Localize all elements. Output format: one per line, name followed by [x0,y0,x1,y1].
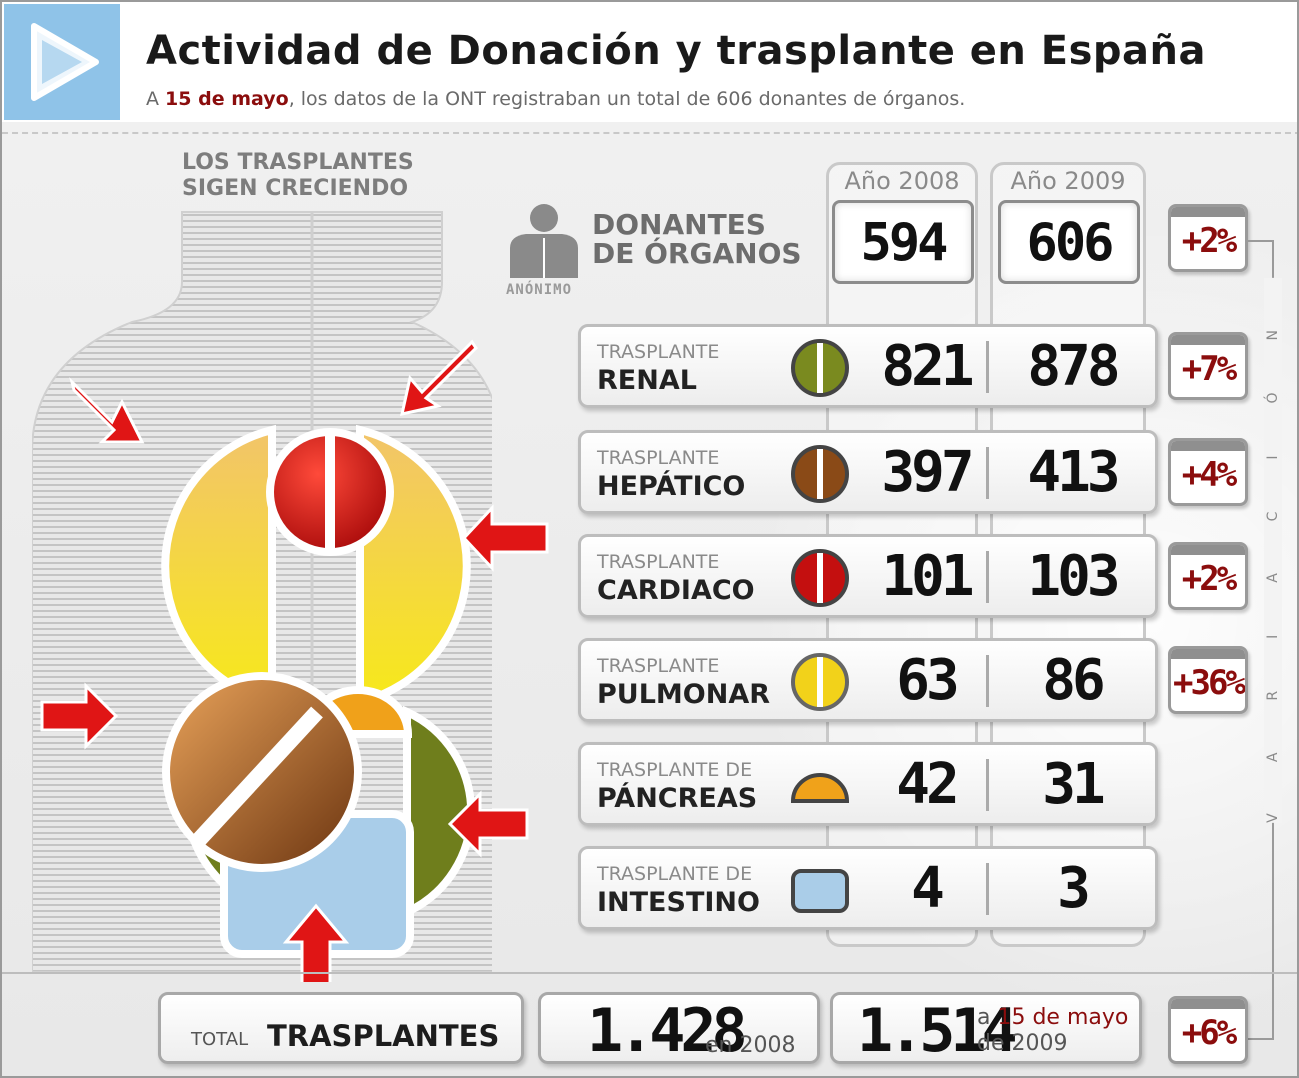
subtitle-rest: , los datos de la ONT registraban un tot… [288,88,966,110]
row-label-main: INTESTINO [597,887,760,918]
pulmonar-change-badge: +36% [1168,646,1248,714]
total-2009-value: 1.514 [857,996,1018,1066]
kidney-icon [791,339,849,397]
cardiaco-2008: 101 [881,544,974,609]
pancreas-2008: 42 [896,752,959,817]
row-label-main: RENAL [597,365,697,396]
total-2008-box: 1.428 en 2008 [538,992,820,1064]
row-separator [986,863,989,915]
pulmonar-2009: 86 [1042,648,1105,713]
renal-2008: 821 [881,334,974,399]
row-label-top: TRASPLANTE DE [597,759,753,781]
anonymous-label: ANÓNIMO [506,282,573,298]
hepatico-change: +4% [1181,455,1237,495]
row-label-top: TRASPLANTE [597,447,720,469]
row-label-top: TRASPLANTE [597,655,720,677]
total-change-badge: +6% [1168,996,1248,1064]
pulmonar-2008: 63 [896,648,959,713]
renal-2009: 878 [1027,334,1120,399]
cardiaco-change: +2% [1181,559,1237,599]
header-divider [2,132,1297,134]
page-subtitle: A 15 de mayo, los datos de la ONT regist… [146,88,965,110]
hepatico-change-badge: +4% [1168,438,1248,506]
row-label-main: CARDIACO [597,575,755,606]
variacion-label: VARIACIÓN [1264,278,1282,823]
variacion-text: VARIACIÓN [1264,278,1282,823]
row-label-top: TRASPLANTE [597,341,720,363]
left-lung [161,424,276,708]
body-heading-line1: LOS TRASPLANTES [182,150,414,175]
liver-icon [791,445,849,503]
hepatico-2009: 413 [1027,440,1120,505]
donors-2008-value: 594 [832,200,974,284]
row-label-main: HEPÁTICO [597,471,746,502]
row-pancreas: TRASPLANTE DE PÁNCREAS 42 31 [578,742,1158,826]
donors-label-line2: DE ÓRGANOS [592,237,802,270]
total-2008-note: en 2008 [705,1033,796,1058]
total-2009-note-date: 15 de mayo [997,1005,1129,1030]
total-2009-note-line1: a 15 de mayo [977,1005,1128,1030]
row-label-main: PÁNCREAS [597,783,758,814]
cardiaco-change-badge: +2% [1168,542,1248,610]
pulmonar-change: +36% [1173,663,1245,703]
header: Actividad de Donación y trasplante en Es… [2,2,1297,122]
body-heading: LOS TRASPLANTES SIGEN CRECIENDO [182,150,414,202]
lung-icon [791,653,849,711]
heart-icon [791,549,849,607]
renal-change-badge: +7% [1168,332,1248,400]
row-separator [986,341,989,393]
subtitle-prefix: A [146,88,159,110]
row-renal: TRASPLANTE RENAL 821 878 [578,324,1158,408]
row-separator [986,551,989,603]
donors-change: +2% [1181,221,1237,261]
bottom-divider [2,972,1297,974]
pancreas-2009: 31 [1042,752,1105,817]
total-2009-box: 1.514 a 15 de mayo de 2009 [830,992,1142,1064]
anonymous-donor-icon [510,204,578,278]
row-label-main: PULMONAR [597,679,771,710]
row-hepatico: TRASPLANTE HEPÁTICO 397 413 [578,430,1158,514]
column-2009-label: Año 2009 [1010,167,1126,195]
total-2008-value: 1.428 [587,996,748,1066]
intestino-2008: 4 [911,856,945,921]
renal-change: +7% [1181,349,1237,389]
donors-change-badge: +2% [1168,204,1248,272]
intestine-icon [791,869,849,913]
total-label-box: TOTAL TRASPLANTES [158,992,524,1064]
total-change: +6% [1181,1013,1237,1053]
body-heading-line2: SIGEN CRECIENDO [182,176,409,201]
total-2009-note-prefix: a [977,1005,991,1030]
total-2009-note-line2: de 2009 [977,1031,1068,1056]
row-label-top: TRASPLANTE DE [597,863,753,885]
intestino-2009: 3 [1057,856,1091,921]
organs-illustration [40,339,549,982]
donors-label: DONANTES DE ÓRGANOS [592,210,802,268]
row-cardiaco: TRASPLANTE CARDIACO 101 103 [578,534,1158,618]
play-icon[interactable] [4,4,120,120]
cardiaco-2009: 103 [1027,544,1120,609]
row-separator [986,655,989,707]
row-pulmonar: TRASPLANTE PULMONAR 63 86 [578,638,1158,722]
row-label-top: TRASPLANTE [597,551,720,573]
row-intestino: TRASPLANTE DE INTESTINO 4 3 [578,846,1158,930]
pancreas-icon [790,773,850,803]
donors-label-line1: DONANTES [592,208,766,241]
subtitle-date: 15 de mayo [165,88,289,110]
total-small-label: TOTAL [191,1029,249,1050]
total-big-label: TRASPLANTES [267,1019,500,1053]
column-2008-label: Año 2008 [844,167,960,195]
row-separator [986,447,989,499]
donors-2009-value: 606 [998,200,1140,284]
page-title: Actividad de Donación y trasplante en Es… [146,28,1207,74]
row-separator [986,759,989,811]
hepatico-2008: 397 [881,440,974,505]
